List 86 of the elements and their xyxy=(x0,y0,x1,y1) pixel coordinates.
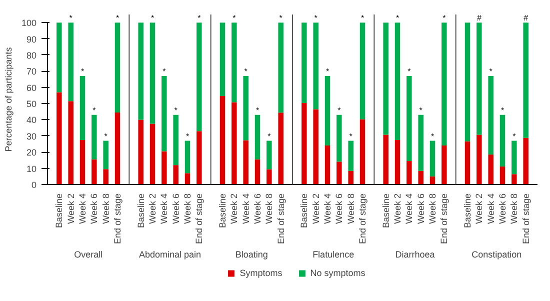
legend-label: Symptoms xyxy=(240,268,282,278)
y-tick-label: 30 xyxy=(26,131,37,142)
x-tick-label: Week 6 xyxy=(89,193,100,224)
x-tick-label: Baseline xyxy=(136,193,146,228)
data-label: * xyxy=(279,14,282,23)
text: Overall xyxy=(74,250,103,260)
text: Abdominal pain xyxy=(138,250,202,260)
data-label: * xyxy=(232,14,236,23)
x-tick-label: Baseline xyxy=(380,193,391,228)
x-tick-label: Week 8 xyxy=(509,193,520,224)
x-tick-label: Week 8 xyxy=(428,193,438,224)
y-axis-title: Percentage of participants xyxy=(3,46,14,152)
y-tick-label: 80 xyxy=(26,50,37,60)
y-tick-label: 10 xyxy=(26,164,37,174)
data-label: * xyxy=(360,14,364,23)
data-label: * xyxy=(80,67,84,76)
data-label: * xyxy=(268,132,271,141)
text: Diarrhoea xyxy=(395,250,435,260)
x-tick-label: Baseline xyxy=(54,193,64,228)
data-label: * xyxy=(174,106,178,115)
x-tick-label: Week 4 xyxy=(78,193,88,224)
x-tick-label: End of stage xyxy=(194,193,204,244)
data-label: * xyxy=(198,14,201,23)
data-label: * xyxy=(92,106,96,115)
x-tick-label: End of stage xyxy=(520,193,531,244)
x-tick-label: End of stage xyxy=(439,193,450,244)
y-tick-label: 60 xyxy=(26,82,37,93)
y-tick-label: 70 xyxy=(26,66,37,77)
x-tick-label: Week 6 xyxy=(334,193,344,224)
x-tick-label: Week 6 xyxy=(252,193,262,224)
x-tick-label: Week 4 xyxy=(240,193,251,224)
y-tick-label: 90 xyxy=(26,34,37,44)
data-label: * xyxy=(442,14,446,23)
data-label: * xyxy=(430,132,434,141)
x-tick-label: End of stage xyxy=(112,193,122,244)
y-tick-label: 50 xyxy=(26,99,37,110)
x-tick-label: Week 2 xyxy=(392,193,402,224)
x-tick-label: Week 8 xyxy=(264,193,274,224)
data-label: * xyxy=(512,132,516,141)
data-label: * xyxy=(326,67,330,76)
data-label: * xyxy=(116,14,120,23)
x-tick-label: Week 2 xyxy=(148,193,158,224)
x-tick-label: Week 6 xyxy=(498,193,508,224)
data-label: * xyxy=(349,132,352,141)
legend-label: No symptoms xyxy=(310,268,366,278)
x-tick-label: Week 8 xyxy=(100,193,111,224)
y-tick-label: 40 xyxy=(26,115,37,126)
x-tick-label: End of stage xyxy=(358,193,368,244)
text: Flatulence xyxy=(312,250,354,260)
x-tick-label: Week 2 xyxy=(66,193,76,224)
data-label: # xyxy=(524,14,529,23)
x-tick-label: Week 6 xyxy=(416,193,426,224)
x-tick-label: Baseline xyxy=(299,193,310,228)
data-label: * xyxy=(162,67,166,76)
y-tick-label: 20 xyxy=(26,148,37,158)
x-tick-label: Week 2 xyxy=(310,193,321,224)
data-label: * xyxy=(419,106,422,115)
data-label: # xyxy=(476,14,482,23)
data-label: * xyxy=(338,106,341,115)
data-label: * xyxy=(186,132,190,141)
x-tick-label: Week 4 xyxy=(322,193,332,224)
x-tick-label: Week 8 xyxy=(346,193,356,224)
x-tick-label: Week 6 xyxy=(170,193,181,224)
data-label: * xyxy=(408,67,411,76)
x-tick-label: Week 2 xyxy=(474,193,484,224)
x-tick-label: Week 4 xyxy=(404,193,414,224)
x-tick-label: End of stage xyxy=(276,193,286,244)
data-label: * xyxy=(500,106,504,115)
data-label: * xyxy=(256,106,260,115)
y-tick-label: 0 xyxy=(31,180,37,190)
x-tick-label: Week 8 xyxy=(182,193,192,224)
x-tick-label: Week 2 xyxy=(229,193,240,224)
y-tick-label: 100 xyxy=(21,18,37,28)
text: Bloating xyxy=(235,250,268,260)
x-tick-label: Baseline xyxy=(218,193,228,228)
data-label: * xyxy=(314,14,318,23)
data-label: * xyxy=(489,67,492,76)
x-tick-label: Week 4 xyxy=(159,193,170,224)
data-label: * xyxy=(150,14,154,23)
data-label: * xyxy=(104,132,108,141)
x-tick-label: Baseline xyxy=(462,193,472,228)
data-label: * xyxy=(244,67,248,76)
data-label: * xyxy=(69,14,72,23)
text: Constipation xyxy=(472,250,522,260)
x-tick-label: Week 4 xyxy=(486,193,496,224)
data-label: * xyxy=(396,14,400,23)
